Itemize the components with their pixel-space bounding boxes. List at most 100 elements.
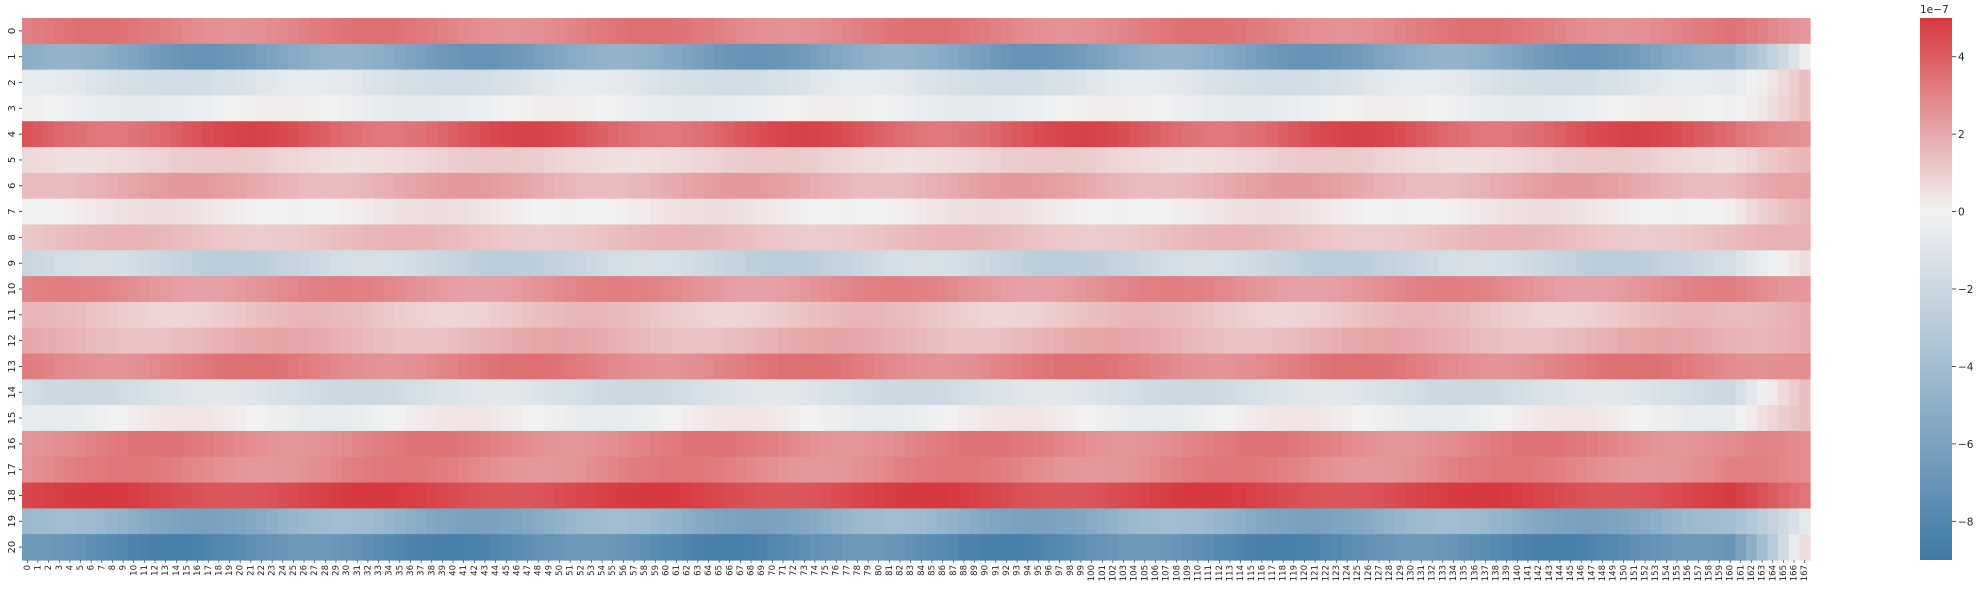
heatmap-cell (1128, 250, 1141, 277)
heatmap-cell (1394, 95, 1407, 122)
heatmap-cell (1139, 224, 1151, 251)
heatmap-cell (1086, 18, 1098, 45)
heatmap-cell (852, 327, 864, 355)
heatmap-cell (32, 224, 44, 251)
heatmap-cell (564, 43, 577, 71)
colorbar-tick-label: 2 (1958, 129, 1965, 141)
heatmap-cell (1065, 198, 1077, 226)
heatmap-cell (53, 301, 66, 329)
heatmap-cell (288, 456, 300, 484)
heatmap-cell (213, 18, 225, 45)
heatmap-cell (426, 198, 438, 226)
heatmap-cell (820, 405, 832, 432)
heatmap-cell (1341, 18, 1353, 45)
heatmap-cell (841, 353, 853, 380)
heatmap-cell (511, 534, 523, 561)
heatmap-cell (1724, 198, 1737, 226)
heatmap-cell (75, 379, 87, 406)
heatmap-cell (277, 430, 289, 458)
heatmap-cell (479, 95, 491, 122)
heatmap-cell (1171, 534, 1183, 561)
heatmap-cell (1490, 172, 1502, 200)
heatmap-cell (479, 508, 491, 535)
heatmap-cell (1331, 224, 1343, 251)
heatmap-cell (1607, 121, 1620, 148)
heatmap-cell (1299, 534, 1311, 561)
heatmap-cell (1288, 534, 1300, 561)
heatmap-cell (149, 43, 161, 71)
y-tick-label: 2 (7, 79, 18, 85)
x-tick-label: 20 (236, 565, 246, 576)
heatmap-cell (1416, 353, 1428, 380)
heatmap-cell (1011, 95, 1024, 122)
heatmap-cell (373, 198, 385, 226)
heatmap-cell (394, 43, 406, 71)
heatmap-cell (1086, 534, 1098, 561)
heatmap-cell (1799, 43, 1811, 71)
heatmap-cell (1480, 301, 1492, 329)
heatmap-cell (681, 534, 694, 561)
heatmap-cell (469, 198, 481, 226)
x-tick-label: 123 (1332, 565, 1342, 581)
heatmap-cell (139, 95, 151, 122)
heatmap-cell (1597, 508, 1609, 535)
heatmap-cell (1150, 379, 1162, 406)
heatmap-cell (958, 69, 970, 97)
heatmap-cell (1448, 456, 1460, 484)
x-tick-label: 13 (161, 565, 171, 576)
heatmap-cell (1618, 95, 1630, 122)
heatmap-cell (926, 301, 938, 329)
heatmap-cell (1639, 456, 1651, 484)
heatmap-cell (447, 224, 459, 251)
heatmap-cell (128, 430, 140, 458)
heatmap-cell (905, 327, 917, 355)
heatmap-cell (437, 69, 449, 97)
heatmap-cell (32, 147, 44, 174)
heatmap-cell (607, 301, 619, 329)
heatmap-cell (735, 276, 747, 303)
heatmap-cell (596, 18, 608, 45)
heatmap-cell (117, 508, 130, 535)
x-tick-label: 112 (1215, 565, 1225, 581)
heatmap-cell (128, 508, 140, 535)
heatmap-cell (511, 250, 523, 277)
heatmap-cell (1512, 18, 1524, 45)
heatmap-cell (554, 353, 566, 380)
heatmap-cell (745, 147, 757, 174)
heatmap-cell (607, 43, 619, 71)
heatmap-cell (32, 379, 44, 406)
heatmap-cell (1086, 508, 1098, 535)
heatmap-cell (1394, 301, 1407, 329)
heatmap-cell (160, 301, 172, 329)
heatmap-cell (298, 301, 310, 329)
heatmap-cell (660, 224, 672, 251)
heatmap-cell (575, 430, 587, 458)
heatmap-cell (298, 327, 310, 355)
heatmap-cell (1671, 172, 1683, 200)
heatmap-cell (1022, 379, 1034, 406)
heatmap-cell (798, 430, 811, 458)
heatmap-cell (426, 43, 438, 71)
heatmap-cell (788, 250, 800, 277)
x-tick-label: 4 (65, 565, 75, 570)
heatmap-cell (745, 224, 757, 251)
heatmap-cell (628, 379, 640, 406)
heatmap-cell (1139, 482, 1151, 509)
heatmap-cell (1778, 43, 1790, 71)
heatmap-cell (500, 482, 513, 509)
heatmap-cell (383, 456, 396, 484)
heatmap-cell (479, 147, 491, 174)
x-tick-label: 51 (566, 565, 576, 576)
heatmap-cell (1575, 147, 1588, 174)
heatmap-cell (213, 508, 225, 535)
heatmap-cell (1277, 482, 1290, 509)
heatmap-cell (596, 405, 608, 432)
heatmap-cell (96, 327, 108, 355)
heatmap-cell (958, 147, 970, 174)
heatmap-cell (607, 456, 619, 484)
heatmap-cell (745, 508, 757, 535)
heatmap-cell (1128, 405, 1141, 432)
heatmap-cell (1597, 456, 1609, 484)
heatmap-cell (213, 224, 225, 251)
heatmap-cell (1288, 69, 1300, 97)
